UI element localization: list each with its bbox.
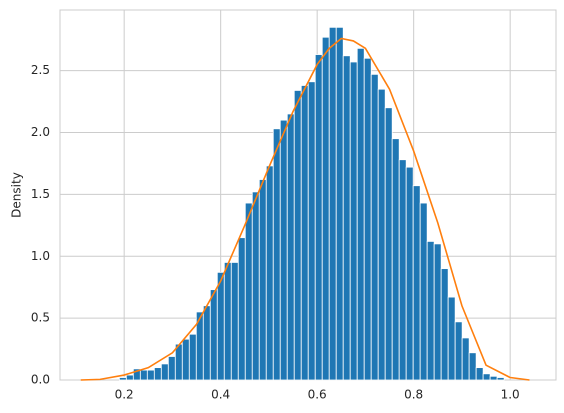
bar — [356, 47, 365, 381]
bar — [454, 321, 463, 381]
bar — [328, 26, 337, 381]
bar — [146, 369, 155, 381]
bar — [412, 185, 421, 381]
y-tick-label: 1.5 — [31, 187, 50, 201]
bar — [440, 268, 449, 381]
bar — [188, 333, 197, 381]
bar — [489, 375, 498, 381]
y-tick-label: 2.0 — [31, 125, 50, 139]
bar — [139, 369, 148, 381]
y-axis-label: Density — [10, 172, 24, 218]
x-tick-label: 0.6 — [308, 388, 327, 402]
y-tick-label: 0.0 — [31, 373, 50, 387]
bar — [419, 202, 428, 381]
density-line — [80, 37, 530, 381]
bar — [335, 26, 344, 381]
bar — [237, 237, 246, 381]
bar — [405, 166, 414, 381]
bar — [370, 73, 379, 381]
bar — [153, 367, 162, 381]
bar — [307, 81, 316, 381]
bar — [349, 61, 358, 381]
bar — [244, 202, 253, 381]
bar — [209, 289, 218, 381]
bar — [286, 113, 295, 381]
bar — [363, 57, 372, 381]
x-tick-label: 0.4 — [211, 388, 230, 402]
bar — [293, 90, 302, 381]
bar — [167, 356, 176, 381]
bar — [216, 271, 225, 381]
bar — [391, 138, 400, 381]
bar — [223, 262, 232, 381]
bar — [258, 179, 267, 381]
x-tick-label: 1.0 — [501, 388, 520, 402]
bar — [461, 337, 470, 381]
bar — [496, 377, 505, 381]
bar — [279, 119, 288, 381]
bar — [384, 107, 393, 381]
bar — [272, 128, 281, 381]
bar — [118, 377, 127, 381]
bar — [314, 54, 323, 381]
bar — [174, 343, 183, 381]
bar — [475, 367, 484, 381]
bar — [398, 159, 407, 381]
bar — [125, 374, 134, 381]
bar — [426, 241, 435, 381]
y-tick-label: 2.5 — [31, 63, 50, 77]
bar — [181, 338, 190, 381]
bar — [342, 55, 351, 381]
x-tick-label: 0.2 — [115, 388, 134, 402]
bar — [482, 373, 491, 381]
x-tick-label: 0.8 — [404, 388, 423, 402]
bar — [265, 165, 274, 381]
bar — [230, 262, 239, 381]
y-tick-label: 1.0 — [31, 249, 50, 263]
y-tick-label: 0.5 — [31, 311, 50, 325]
bar — [447, 296, 456, 381]
bar — [377, 88, 386, 381]
bar — [160, 363, 169, 381]
bar — [202, 305, 211, 381]
bar — [251, 191, 260, 381]
bar — [433, 243, 442, 381]
bar — [300, 85, 309, 381]
bar — [468, 352, 477, 381]
bar — [321, 36, 330, 381]
